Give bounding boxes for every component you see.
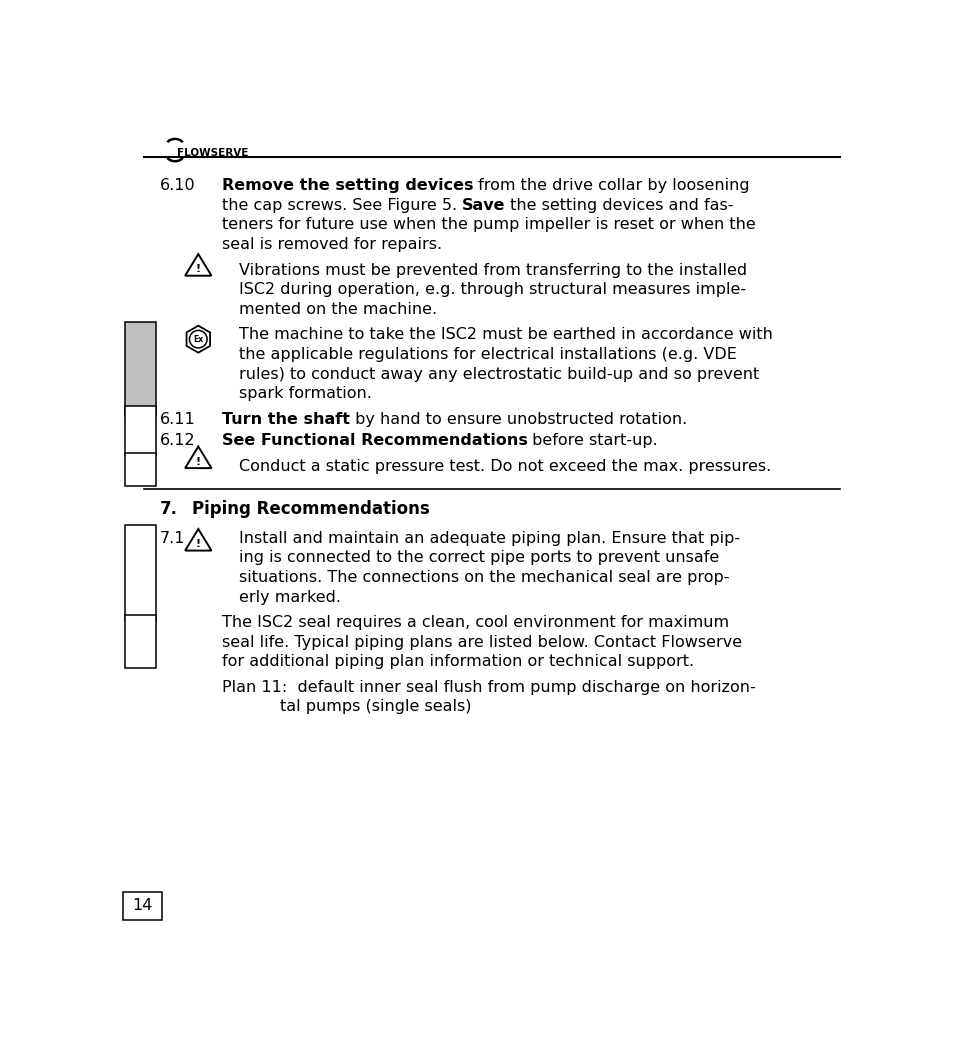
Text: mented on the machine.: mented on the machine. [239, 302, 437, 317]
Text: ing is connected to the correct pipe ports to prevent unsafe: ing is connected to the correct pipe por… [239, 550, 719, 565]
Text: 7.1: 7.1 [159, 530, 185, 546]
Text: The machine to take the ISC2 must be earthed in accordance with: The machine to take the ISC2 must be ear… [239, 327, 773, 343]
Text: by hand to ensure unobstructed rotation.: by hand to ensure unobstructed rotation. [349, 412, 686, 427]
Text: the setting devices and fas-: the setting devices and fas- [505, 198, 733, 213]
Text: the cap screws. See Figure 5.: the cap screws. See Figure 5. [221, 198, 461, 213]
Text: Plan 11:  default inner seal flush from pump discharge on horizon-: Plan 11: default inner seal flush from p… [221, 679, 755, 695]
Text: !: ! [195, 456, 201, 467]
Text: Install and maintain an adequate piping plan. Ensure that pip-: Install and maintain an adequate piping … [239, 530, 740, 546]
Text: FLOWSERVE: FLOWSERVE [177, 148, 249, 158]
Text: Piping Recommendations: Piping Recommendations [192, 500, 430, 518]
FancyBboxPatch shape [125, 615, 156, 668]
Text: !: ! [195, 539, 201, 549]
Text: erly marked.: erly marked. [239, 590, 341, 604]
Text: teners for future use when the pump impeller is reset or when the: teners for future use when the pump impe… [221, 218, 755, 232]
FancyBboxPatch shape [125, 453, 156, 487]
Text: Vibrations must be prevented from transferring to the installed: Vibrations must be prevented from transf… [239, 263, 747, 277]
Text: See Functional Recommendations: See Functional Recommendations [221, 433, 527, 448]
Text: 7.: 7. [159, 500, 177, 518]
Text: Remove the setting devices: Remove the setting devices [221, 178, 473, 193]
Text: for additional piping plan information or technical support.: for additional piping plan information o… [221, 654, 693, 669]
FancyBboxPatch shape [123, 892, 162, 920]
Text: 14: 14 [132, 898, 152, 914]
Text: Turn the shaft: Turn the shaft [221, 412, 349, 427]
FancyBboxPatch shape [125, 525, 156, 621]
Text: Conduct a static pressure test. Do not exceed the max. pressures.: Conduct a static pressure test. Do not e… [239, 458, 771, 474]
Text: ISC2 during operation, e.g. through structural measures imple-: ISC2 during operation, e.g. through stru… [239, 282, 745, 297]
Text: spark formation.: spark formation. [239, 387, 372, 401]
Text: situations. The connections on the mechanical seal are prop-: situations. The connections on the mecha… [239, 570, 729, 585]
Text: 6.12: 6.12 [159, 433, 195, 448]
Text: seal life. Typical piping plans are listed below. Contact Flowserve: seal life. Typical piping plans are list… [221, 635, 740, 649]
Text: rules) to conduct away any electrostatic build-up and so prevent: rules) to conduct away any electrostatic… [239, 367, 759, 381]
Text: Save: Save [461, 198, 505, 213]
Text: The ISC2 seal requires a clean, cool environment for maximum: The ISC2 seal requires a clean, cool env… [221, 615, 728, 630]
Text: the applicable regulations for electrical installations (e.g. VDE: the applicable regulations for electrica… [239, 347, 737, 362]
Text: 6.11: 6.11 [159, 412, 195, 427]
Text: !: ! [195, 264, 201, 274]
Text: before start-up.: before start-up. [527, 433, 658, 448]
Text: seal is removed for repairs.: seal is removed for repairs. [221, 238, 441, 252]
Text: Ex: Ex [193, 334, 203, 344]
FancyBboxPatch shape [125, 322, 156, 416]
Text: 6.10: 6.10 [159, 178, 195, 193]
FancyBboxPatch shape [125, 406, 156, 455]
Text: from the drive collar by loosening: from the drive collar by loosening [473, 178, 749, 193]
Text: tal pumps (single seals): tal pumps (single seals) [279, 699, 471, 715]
